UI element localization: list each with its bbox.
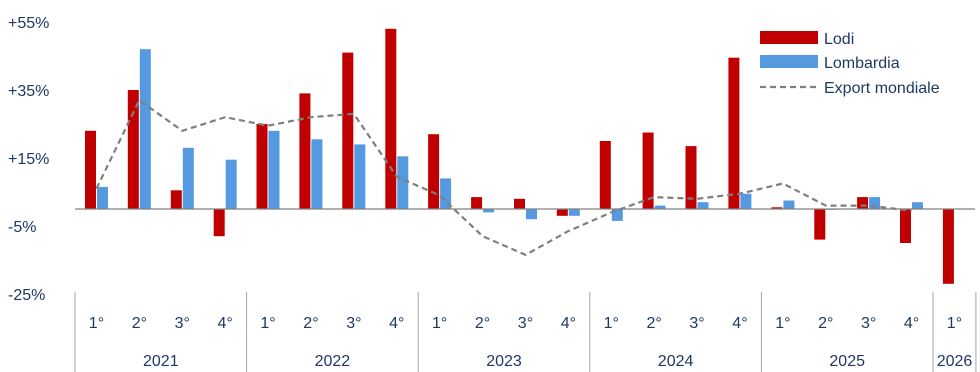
legend-label-lombardia: Lombardia bbox=[824, 55, 900, 72]
lodi-bar bbox=[599, 141, 611, 209]
quarter-label: 1° bbox=[260, 315, 275, 332]
quarter-label: 2° bbox=[303, 315, 318, 332]
y-tick-label: +15% bbox=[8, 151, 49, 168]
lodi-bar bbox=[771, 207, 783, 209]
lodi-bar bbox=[900, 209, 911, 243]
lombardia-bar bbox=[526, 209, 537, 220]
quarter-label: 4° bbox=[218, 315, 233, 332]
legend-label-export-mondiale: Export mondiale bbox=[824, 80, 940, 97]
lombardia-bar bbox=[182, 147, 194, 209]
lombardia-bar bbox=[354, 144, 366, 209]
lodi-bar bbox=[256, 124, 268, 209]
lombardia-bar bbox=[783, 200, 795, 209]
quarter-label: 2° bbox=[818, 315, 833, 332]
y-axis-ticks: +55% +35% +15% -5% -25% bbox=[8, 15, 49, 304]
quarter-label: 1° bbox=[947, 315, 962, 332]
lodi-bar bbox=[556, 209, 568, 216]
quarter-label: 1° bbox=[432, 315, 447, 332]
lombardia-bar bbox=[397, 156, 409, 209]
lombardia-bar bbox=[568, 209, 580, 216]
year-label: 2024 bbox=[658, 353, 694, 370]
legend-swatch-lombardia bbox=[760, 55, 818, 68]
x-axis: 1° 2° 3° 4° 1° 2° 3° 4° 1° 2° 3° 4° 1° 2° 3° 4° 1° 2° 3° 4°… bbox=[74, 292, 977, 372]
lodi-bar bbox=[514, 198, 525, 209]
lombardia-bar bbox=[654, 205, 666, 209]
quarter-label: 3° bbox=[689, 315, 704, 332]
quarter-label: 2° bbox=[132, 315, 147, 332]
lodi-bar bbox=[127, 90, 139, 209]
lombardia-bar bbox=[912, 202, 923, 209]
lodi-bar bbox=[814, 209, 826, 240]
quarter-label: 3° bbox=[346, 315, 361, 332]
quarter-label: 3° bbox=[861, 315, 876, 332]
lombardia-bar bbox=[225, 159, 237, 209]
lodi-bar bbox=[685, 146, 697, 209]
quarter-label: 4° bbox=[561, 315, 576, 332]
quarter-label: 1° bbox=[604, 315, 619, 332]
lodi-bar bbox=[471, 197, 483, 209]
lodi-bar bbox=[385, 28, 397, 209]
lodi-bar bbox=[299, 93, 311, 209]
lodi-bar bbox=[213, 209, 225, 237]
quarter-label: 3° bbox=[518, 315, 533, 332]
legend-label-lodi: Lodi bbox=[824, 31, 854, 48]
lombardia-bar bbox=[97, 186, 108, 209]
lombardia-bar bbox=[740, 193, 752, 209]
lodi-bar bbox=[642, 132, 654, 209]
lombardia-bar bbox=[440, 178, 452, 209]
lombardia-bar bbox=[139, 49, 151, 210]
quarter-label: 1° bbox=[89, 315, 104, 332]
y-tick-label: -25% bbox=[8, 287, 45, 304]
lombardia-bar bbox=[311, 139, 323, 209]
year-label: 2026 bbox=[937, 353, 973, 370]
quarter-label: 3° bbox=[175, 315, 190, 332]
export-mondiale-series-line bbox=[95, 98, 912, 257]
lodi-bar bbox=[728, 57, 740, 210]
quarter-label: 4° bbox=[389, 315, 404, 332]
lodi-bar bbox=[857, 197, 869, 209]
legend-swatch-lodi bbox=[760, 31, 818, 44]
y-tick-label: -5% bbox=[8, 219, 36, 236]
quarter-label: 2° bbox=[647, 315, 662, 332]
lodi-bar bbox=[170, 190, 182, 209]
year-label: 2021 bbox=[143, 353, 179, 370]
y-tick-label: +35% bbox=[8, 83, 49, 100]
lodi-bar bbox=[342, 52, 354, 209]
lombardia-bar bbox=[483, 209, 495, 213]
lombardia-bar bbox=[869, 197, 881, 209]
year-label: 2025 bbox=[829, 353, 865, 370]
quarter-label: 4° bbox=[904, 315, 919, 332]
quarter-label: 2° bbox=[475, 315, 490, 332]
bars bbox=[75, 28, 975, 284]
year-label: 2023 bbox=[486, 353, 522, 370]
export-mondiale-line bbox=[95, 98, 912, 257]
lombardia-bar bbox=[268, 130, 280, 209]
legend: Lodi Lombardia Export mondiale bbox=[760, 31, 940, 97]
year-label: 2022 bbox=[315, 353, 351, 370]
lombardia-bar bbox=[697, 202, 709, 209]
lodi-bar bbox=[85, 130, 96, 209]
y-tick-label: +55% bbox=[8, 15, 49, 32]
quarter-label: 4° bbox=[732, 315, 747, 332]
lodi-bar bbox=[428, 134, 440, 209]
lodi-bar bbox=[942, 209, 954, 284]
quarter-label: 1° bbox=[775, 315, 790, 332]
lombardia-bar bbox=[611, 209, 623, 221]
